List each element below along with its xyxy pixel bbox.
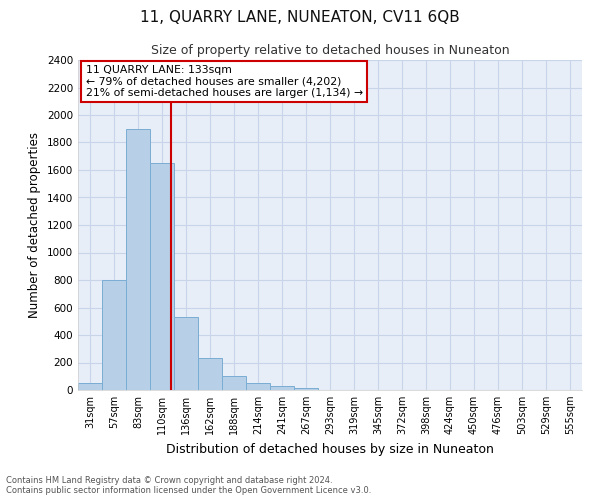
Bar bbox=[198, 358, 222, 390]
Bar bbox=[126, 128, 150, 390]
Bar bbox=[270, 386, 294, 390]
Bar bbox=[222, 376, 246, 390]
Bar bbox=[246, 383, 270, 390]
Bar bbox=[150, 163, 174, 390]
Text: Contains HM Land Registry data © Crown copyright and database right 2024.
Contai: Contains HM Land Registry data © Crown c… bbox=[6, 476, 371, 495]
Text: 11, QUARRY LANE, NUNEATON, CV11 6QB: 11, QUARRY LANE, NUNEATON, CV11 6QB bbox=[140, 10, 460, 25]
Text: 11 QUARRY LANE: 133sqm
← 79% of detached houses are smaller (4,202)
21% of semi-: 11 QUARRY LANE: 133sqm ← 79% of detached… bbox=[86, 65, 362, 98]
Title: Size of property relative to detached houses in Nuneaton: Size of property relative to detached ho… bbox=[151, 44, 509, 58]
Y-axis label: Number of detached properties: Number of detached properties bbox=[28, 132, 41, 318]
Bar bbox=[174, 317, 198, 390]
Bar bbox=[78, 383, 102, 390]
Bar bbox=[294, 388, 318, 390]
Bar bbox=[102, 280, 126, 390]
X-axis label: Distribution of detached houses by size in Nuneaton: Distribution of detached houses by size … bbox=[166, 442, 494, 456]
